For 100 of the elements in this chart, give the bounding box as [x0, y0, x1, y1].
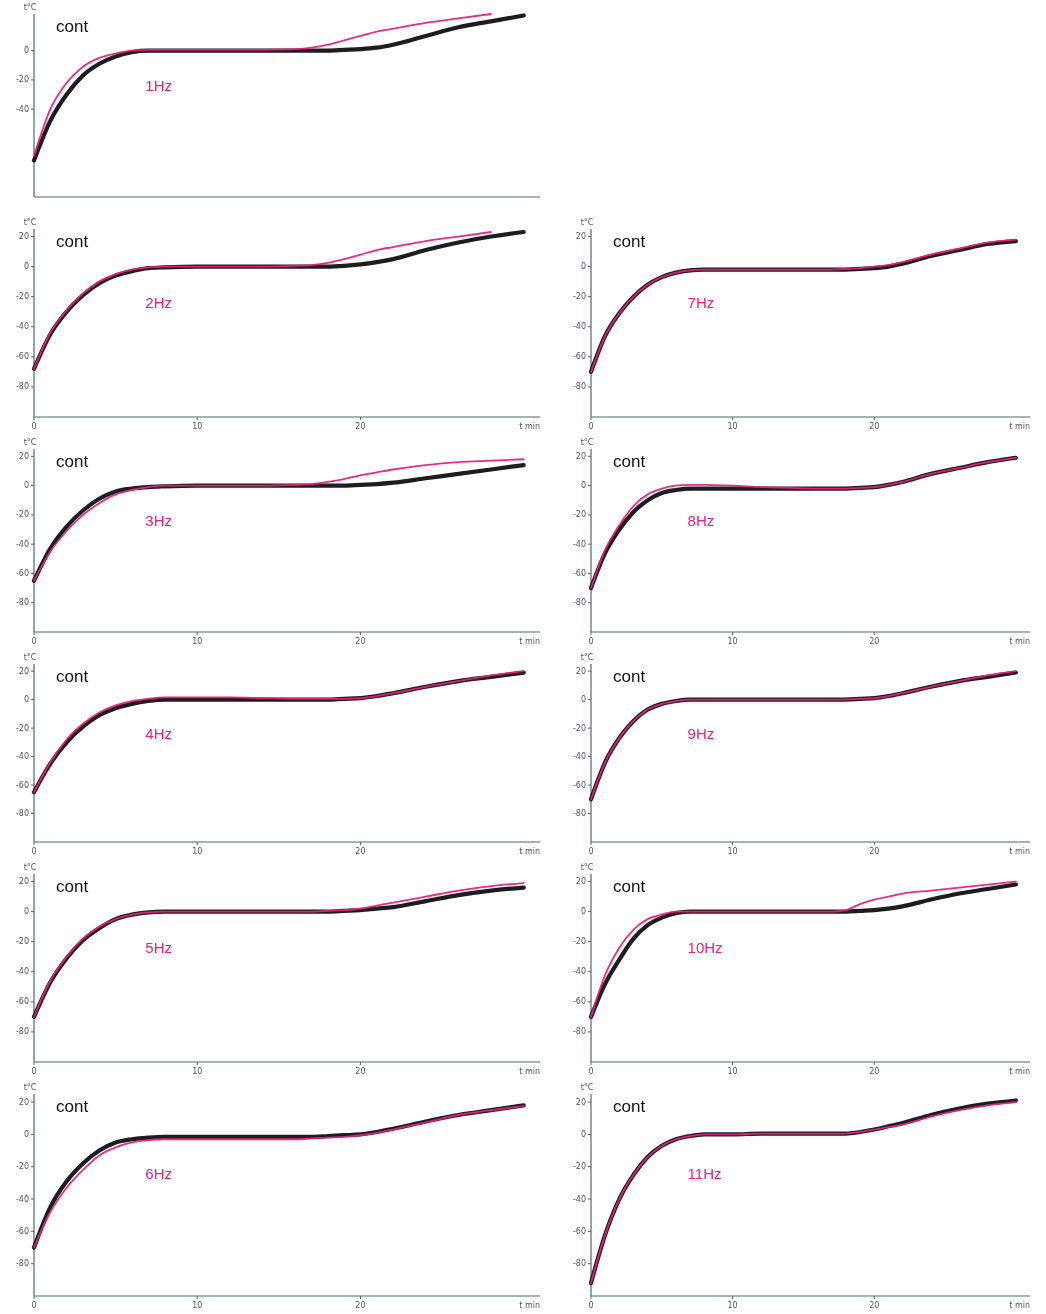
- y-tick-label: 0: [580, 481, 586, 491]
- y-tick-label: 0: [580, 695, 586, 705]
- y-tick-label: 0: [23, 695, 29, 705]
- y-tick-label: -20: [572, 1162, 586, 1172]
- series-label: 8Hz: [687, 511, 715, 529]
- series-label: 11Hz: [687, 1164, 722, 1182]
- y-axis-title: t°C: [580, 438, 594, 447]
- y-tick-label: 0: [23, 1129, 29, 1139]
- text: cont: [613, 1097, 646, 1116]
- x-tick-label: 20: [869, 422, 880, 431]
- y-tick-label: -20: [15, 510, 29, 520]
- y-axis-title: t°C: [23, 438, 37, 447]
- x-tick-label: 20: [869, 1301, 880, 1310]
- x-tick-label: 0: [31, 1067, 37, 1076]
- y-tick-label: -40: [572, 539, 586, 549]
- x-axis-title: t min: [519, 847, 540, 856]
- series-label: 9Hz: [687, 724, 715, 742]
- series-label: 7Hz: [687, 293, 715, 311]
- x-tick-label: 0: [588, 422, 594, 431]
- y-tick-label: -60: [572, 569, 586, 578]
- y-tick-label: -60: [572, 1226, 586, 1236]
- x-tick-label: 0: [31, 1301, 37, 1310]
- y-tick-label: -40: [15, 322, 29, 332]
- y-tick-label: 20: [575, 666, 586, 676]
- y-tick-label: -20: [15, 1162, 29, 1172]
- x-tick-label: 0: [31, 847, 37, 856]
- series-label: cont: [56, 17, 89, 36]
- y-tick-label: -40: [15, 104, 29, 114]
- y-tick-label: 0: [580, 262, 586, 272]
- y-tick-label: 20: [18, 1097, 29, 1107]
- y-tick-label: 0: [580, 907, 586, 917]
- x-tick-label: 0: [588, 847, 594, 856]
- series-label: cont: [613, 877, 646, 896]
- series-label: 2Hz: [145, 293, 173, 311]
- series-label: 6Hz: [145, 1164, 173, 1182]
- x-tick-label: 20: [869, 637, 880, 646]
- y-axis-title: t°C: [580, 653, 594, 662]
- y-tick-label: -80: [15, 598, 29, 608]
- x-tick-label: 10: [192, 1067, 203, 1076]
- x-tick-label: 20: [355, 637, 366, 646]
- y-axis-title: t°C: [580, 1083, 594, 1092]
- y-axis-title: t°C: [23, 1083, 37, 1092]
- x-tick-label: 10: [727, 1067, 738, 1076]
- y-tick-label: -40: [572, 1194, 586, 1204]
- series-label: cont: [613, 452, 646, 471]
- y-tick-label: 20: [18, 451, 29, 461]
- x-tick-label: 20: [355, 1301, 366, 1310]
- x-tick-label: 20: [355, 1067, 366, 1076]
- y-tick-label: 0: [580, 1129, 586, 1139]
- y-tick-label: 20: [575, 1097, 586, 1107]
- y-tick-label: -60: [15, 352, 29, 362]
- y-tick-label: -60: [15, 569, 29, 578]
- y-tick-label: -80: [572, 382, 586, 392]
- x-axis-title: t min: [1009, 847, 1030, 856]
- x-axis-title: t min: [519, 422, 540, 431]
- y-tick-label: -80: [15, 1027, 29, 1037]
- y-tick-label: 20: [18, 877, 29, 887]
- y-tick-label: 0: [23, 481, 29, 491]
- x-tick-label: 0: [588, 1067, 594, 1076]
- series-label: cont: [56, 667, 89, 686]
- series-label: 10Hz: [687, 938, 723, 956]
- y-tick-label: -20: [15, 75, 29, 85]
- y-tick-label: -40: [15, 1194, 29, 1204]
- x-tick-label: 20: [355, 422, 366, 431]
- y-tick-label: -60: [15, 780, 29, 790]
- x-axis-title: t min: [1009, 637, 1030, 646]
- y-tick-label: -20: [15, 723, 29, 733]
- y-tick-label: -80: [15, 382, 29, 392]
- x-tick-label: 10: [192, 637, 203, 646]
- y-tick-label: -40: [15, 539, 29, 549]
- y-tick-label: -60: [572, 352, 586, 362]
- series-label: 4Hz: [145, 724, 173, 742]
- x-tick-label: 10: [727, 422, 738, 431]
- y-axis-title: t°C: [580, 863, 594, 872]
- x-tick-label: 0: [31, 637, 37, 646]
- y-tick-label: -80: [15, 809, 29, 819]
- y-tick-label: -60: [572, 780, 586, 790]
- y-tick-label: -40: [572, 752, 586, 762]
- x-tick-label: 0: [31, 422, 37, 431]
- x-axis-title: t min: [1009, 1301, 1030, 1310]
- y-tick-label: -80: [572, 598, 586, 608]
- series-label: cont: [56, 877, 89, 896]
- y-tick-label: -80: [15, 1259, 29, 1269]
- y-tick-label: -40: [15, 752, 29, 762]
- x-tick-label: 10: [727, 637, 738, 646]
- x-tick-label: 10: [192, 1301, 203, 1310]
- y-tick-label: 0: [23, 46, 29, 56]
- x-tick-label: 10: [192, 847, 203, 856]
- y-tick-label: -20: [572, 723, 586, 733]
- series-label: cont: [613, 232, 646, 251]
- series-label: 1Hz: [145, 76, 173, 94]
- y-axis-title: t°C: [23, 653, 37, 662]
- y-tick-label: 20: [18, 666, 29, 676]
- y-tick-label: -80: [572, 1027, 586, 1037]
- x-axis-title: t min: [1009, 422, 1030, 431]
- y-tick-label: 20: [575, 451, 586, 461]
- y-tick-label: -20: [572, 937, 586, 947]
- series-label: 3Hz: [145, 511, 173, 529]
- series-label: cont: [613, 667, 646, 686]
- series-label: 5Hz: [145, 938, 173, 956]
